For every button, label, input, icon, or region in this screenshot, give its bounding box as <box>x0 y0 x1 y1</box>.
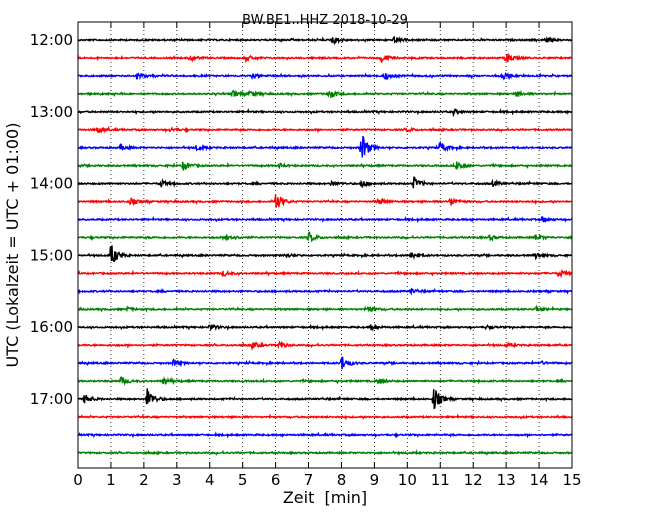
trace-1745 <box>77 449 573 456</box>
trace-1330 <box>77 135 573 158</box>
y-tick-label: 13:00 <box>30 103 73 121</box>
x-tick-label: 14 <box>530 471 549 489</box>
trace-1715 <box>77 413 573 421</box>
y-tick-label: 16:00 <box>30 318 73 336</box>
trace-1215 <box>77 52 573 64</box>
x-tick-label: 4 <box>205 471 215 489</box>
trace-1645 <box>77 376 573 386</box>
x-tick-label: 13 <box>497 471 516 489</box>
y-tick-label: 15:00 <box>30 246 73 264</box>
trace-1615 <box>77 340 573 351</box>
y-tick-label: 14:00 <box>30 175 73 193</box>
trace-1415 <box>77 194 573 208</box>
trace-1500 <box>77 245 573 263</box>
trace-1700 <box>77 388 572 410</box>
trace-1530 <box>77 287 573 296</box>
x-tick-label: 10 <box>398 471 417 489</box>
trace-1545 <box>77 304 572 313</box>
trace-1400 <box>77 176 573 189</box>
y-tick-label: 17:00 <box>30 390 73 408</box>
trace-1430 <box>77 215 573 224</box>
x-tick-label: 2 <box>139 471 149 489</box>
x-tick-label: 15 <box>562 471 581 489</box>
chart-title: BW.BE1..HHZ 2018-10-29 <box>242 13 408 28</box>
x-axis-label: Zeit [min] <box>283 488 367 507</box>
x-tick-label: 1 <box>106 471 116 489</box>
trace-1200 <box>77 35 573 46</box>
trace-1445 <box>77 231 573 243</box>
trace-1515 <box>77 268 573 279</box>
trace-1230 <box>77 72 573 81</box>
x-tick-label: 11 <box>431 471 450 489</box>
x-tick-label: 0 <box>73 471 83 489</box>
y-axis-label: UTC (Lokalzeit = UTC + 01:00) <box>3 123 22 368</box>
trace-1730 <box>77 431 573 439</box>
x-tick-label: 3 <box>172 471 182 489</box>
x-tick-label: 12 <box>464 471 483 489</box>
x-tick-label: 5 <box>238 471 248 489</box>
vertical-grid <box>110 22 540 468</box>
trace-1345 <box>77 161 573 171</box>
x-tick-label: 8 <box>337 471 347 489</box>
trace-1245 <box>77 89 573 99</box>
trace-1630 <box>78 355 573 370</box>
seismic-traces <box>77 35 573 456</box>
x-tick-label: 6 <box>271 471 281 489</box>
axis-ticks: 0 1 2 3 4 5 6 7 8 9 10 11 12 13 14 1512:0013:0014:0015:… <box>30 22 582 489</box>
x-tick-label: 9 <box>370 471 380 489</box>
y-tick-label: 12:00 <box>30 31 73 49</box>
trace-1600 <box>77 323 573 332</box>
plot-frame <box>77 21 573 469</box>
trace-1300 <box>77 108 573 118</box>
x-tick-label: 7 <box>304 471 314 489</box>
trace-1315 <box>77 125 573 134</box>
